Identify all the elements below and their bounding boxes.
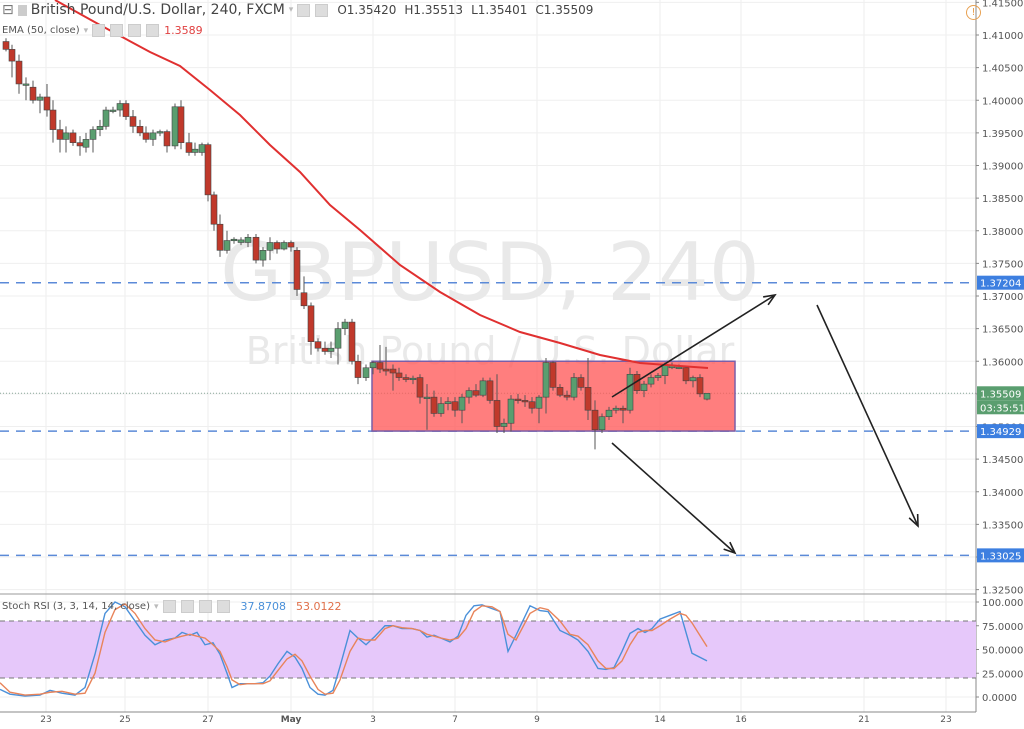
dropdown-icon[interactable]: ▾ [154,601,159,612]
close-icon[interactable] [216,600,230,613]
stoch-d-value: 53.0122 [296,600,342,613]
plus-icon[interactable] [198,600,212,613]
ema-line [54,0,709,369]
svg-text:May: May [281,715,302,725]
ema-label[interactable]: EMA (50, close) [2,25,80,36]
svg-text:1.40000: 1.40000 [982,96,1023,107]
svg-text:1.38500: 1.38500 [982,194,1023,205]
eye-icon[interactable] [92,24,106,37]
ohlc-low: L1.35401 [471,3,528,17]
symbol-square-icon [17,4,27,16]
dropdown-icon[interactable]: ▾ [83,25,89,36]
stoch-label[interactable]: Stoch RSI (3, 3, 14, 14, close) [2,601,150,612]
stoch-rsi-pane [0,601,976,697]
plus-icon[interactable] [128,24,142,37]
svg-text:1.34500: 1.34500 [982,455,1023,466]
ema-value: 1.3589 [164,24,203,37]
svg-text:1.34000: 1.34000 [982,488,1023,499]
svg-text:1.37000: 1.37000 [982,292,1023,303]
svg-text:50.0000: 50.0000 [982,646,1023,657]
ema-legend: EMA (50, close) ▾ 1.3589 [2,24,203,37]
price-scale[interactable]: 1.41500 1.41000 1.40500 1.40000 1.39500 1.390… [975,0,1024,712]
time-axis[interactable]: 23 25 27 May 3 7 9 14 16 21 23 [0,711,1024,725]
svg-text:1.34929: 1.34929 [980,427,1021,438]
svg-text:100.0000: 100.0000 [982,598,1024,609]
svg-text:7: 7 [452,715,458,725]
svg-text:1.36500: 1.36500 [982,325,1023,336]
svg-text:75.0000: 75.0000 [982,622,1023,633]
svg-text:27: 27 [202,715,213,725]
stoch-legend: Stoch RSI (3, 3, 14, 14, close) ▾ 37.870… [2,600,342,613]
stoch-k-value: 37.8708 [240,600,287,613]
svg-text:16: 16 [735,715,747,725]
ohlc-close: C1.35509 [535,3,594,17]
svg-text:25: 25 [119,715,130,725]
settings-icon[interactable] [110,24,124,37]
svg-text:1.39500: 1.39500 [982,129,1023,140]
dropdown-icon[interactable]: ▾ [288,5,294,15]
ohlc-high: H1.35513 [404,3,464,17]
svg-text:1.41000: 1.41000 [982,31,1023,42]
settings-icon[interactable] [180,600,194,613]
svg-text:03:35:51: 03:35:51 [980,403,1024,414]
collapse-icon[interactable]: ⊟ [2,2,14,18]
svg-text:23: 23 [40,715,51,725]
candlestick-series [2,38,711,450]
svg-text:9: 9 [534,715,540,725]
svg-text:1.37204: 1.37204 [980,279,1021,290]
svg-text:1.36000: 1.36000 [982,357,1023,368]
svg-text:21: 21 [858,715,869,725]
eye-icon[interactable] [297,3,311,17]
close-icon[interactable] [146,24,160,37]
symbol-title[interactable]: British Pound/U.S. Dollar, 240, FXCM [30,2,285,18]
svg-text:25.0000: 25.0000 [982,669,1023,680]
svg-text:0.0000: 0.0000 [982,693,1017,704]
svg-text:3: 3 [370,715,376,725]
svg-text:1.33025: 1.33025 [980,551,1021,562]
ohlc-open: O1.35420 [337,3,397,17]
svg-text:1.40500: 1.40500 [982,64,1023,75]
svg-text:1.41500: 1.41500 [982,0,1023,9]
symbol-legend: ⊟ British Pound/U.S. Dollar, 240, FXCM ▾… [2,2,593,18]
svg-text:1.33500: 1.33500 [982,520,1023,531]
svg-text:1.38000: 1.38000 [982,227,1023,238]
svg-text:GBPUSD, 240: GBPUSD, 240 [220,226,760,319]
settings-icon[interactable] [315,3,329,17]
svg-text:1.35509: 1.35509 [980,389,1021,400]
trend-arrows[interactable] [611,293,919,555]
alert-icon[interactable]: ! [966,5,981,20]
eye-icon[interactable] [162,600,176,613]
svg-text:1.32500: 1.32500 [982,586,1023,597]
svg-text:1.39000: 1.39000 [982,162,1023,173]
svg-text:1.37500: 1.37500 [982,259,1023,270]
svg-text:23: 23 [940,715,951,725]
svg-text:14: 14 [654,715,666,725]
